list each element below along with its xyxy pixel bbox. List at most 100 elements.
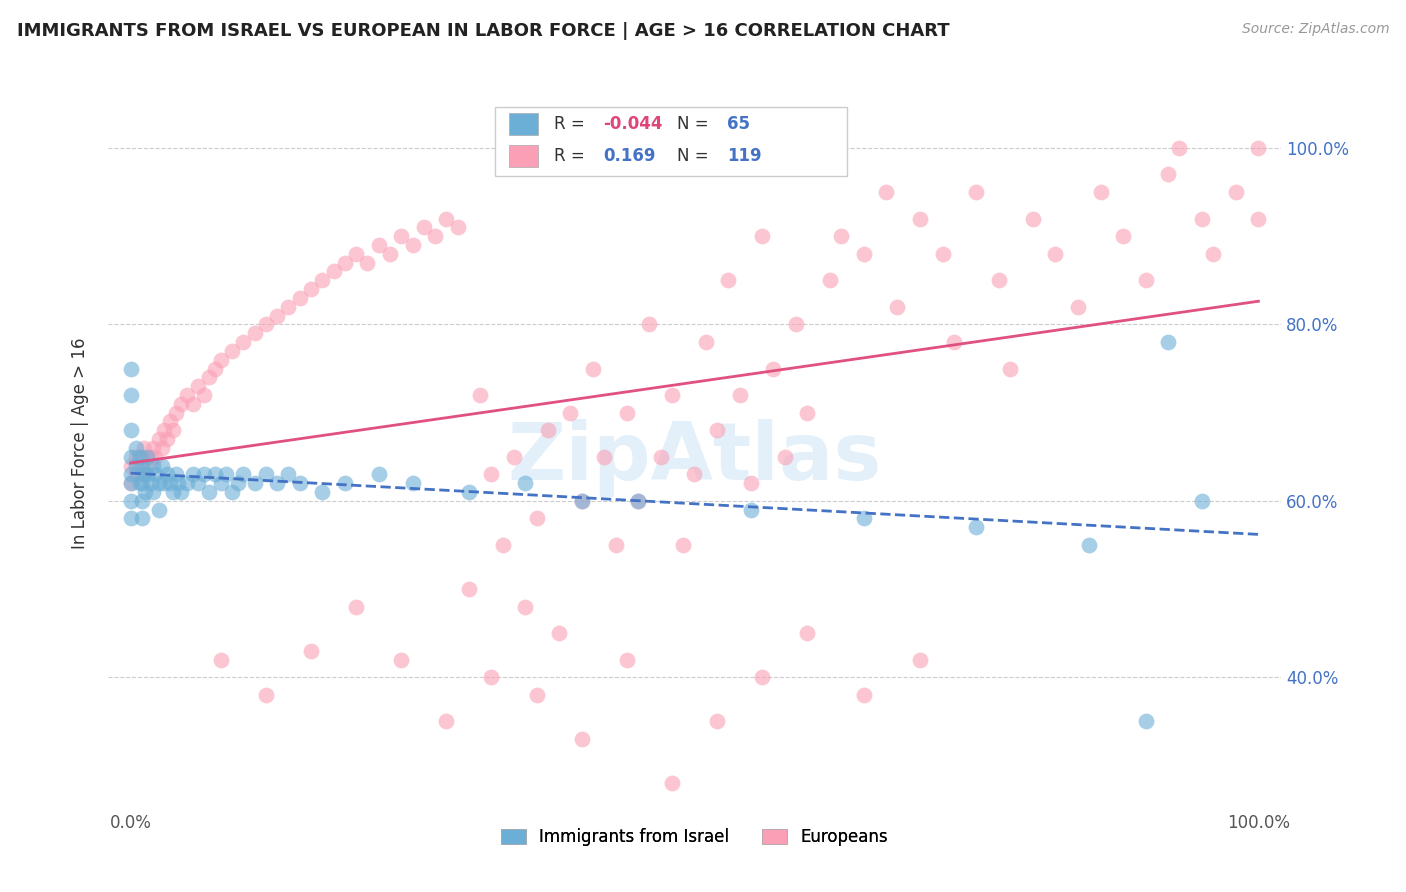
Point: [717, 273, 740, 287]
Point: [695, 334, 717, 349]
Point: [209, 476, 232, 491]
Point: [187, 379, 209, 393]
Point: [299, 282, 322, 296]
Point: [243, 476, 266, 491]
Point: [125, 458, 148, 473]
Point: [908, 652, 931, 666]
Point: [470, 388, 492, 402]
Point: [728, 388, 751, 402]
Point: [204, 467, 226, 482]
Point: [120, 511, 142, 525]
Point: [560, 406, 582, 420]
Point: [344, 599, 367, 614]
Point: [139, 476, 162, 491]
Point: [1202, 247, 1225, 261]
Point: [1247, 141, 1270, 155]
Point: [965, 185, 987, 199]
Point: [198, 485, 221, 500]
Point: [221, 485, 243, 500]
Point: [254, 688, 277, 702]
Point: [128, 476, 150, 491]
Point: [481, 670, 503, 684]
Point: [1135, 273, 1157, 287]
Point: [167, 476, 190, 491]
Point: [159, 414, 181, 428]
Point: [120, 476, 142, 491]
Point: [120, 388, 142, 402]
Y-axis label: In Labor Force | Age > 16: In Labor Force | Age > 16: [72, 338, 89, 549]
Point: [156, 432, 179, 446]
Point: [875, 185, 897, 199]
Point: [1157, 168, 1180, 182]
Point: [751, 670, 773, 684]
Point: [322, 264, 344, 278]
Point: [515, 599, 537, 614]
Text: R =: R =: [554, 115, 589, 133]
Point: [886, 300, 908, 314]
Point: [740, 476, 762, 491]
Point: [537, 423, 560, 437]
Point: [1157, 334, 1180, 349]
Point: [650, 450, 672, 464]
Point: [120, 361, 142, 376]
Point: [232, 467, 254, 482]
Point: [165, 406, 187, 420]
Point: [672, 538, 695, 552]
Point: [389, 652, 412, 666]
Point: [165, 467, 187, 482]
Point: [434, 211, 457, 226]
Point: [1247, 211, 1270, 226]
Point: [1168, 141, 1191, 155]
Point: [333, 255, 356, 269]
Point: [125, 450, 148, 464]
Text: Source: ZipAtlas.com: Source: ZipAtlas.com: [1241, 22, 1389, 37]
Point: [593, 450, 616, 464]
Point: [401, 238, 423, 252]
Point: [458, 582, 481, 596]
Point: [209, 352, 232, 367]
Point: [209, 652, 232, 666]
Text: 119: 119: [727, 147, 762, 165]
FancyBboxPatch shape: [509, 145, 538, 167]
Point: [423, 229, 446, 244]
Point: [1191, 493, 1213, 508]
Point: [120, 423, 142, 437]
Point: [344, 247, 367, 261]
Point: [931, 247, 953, 261]
Point: [627, 493, 650, 508]
Point: [150, 441, 173, 455]
Point: [1067, 300, 1090, 314]
Point: [852, 247, 875, 261]
Point: [143, 467, 166, 482]
Point: [616, 406, 638, 420]
Text: 65: 65: [727, 115, 751, 133]
Point: [773, 450, 796, 464]
Point: [389, 229, 412, 244]
Point: [706, 423, 728, 437]
Point: [193, 388, 215, 402]
Point: [131, 450, 153, 464]
Point: [1135, 714, 1157, 729]
Point: [170, 397, 193, 411]
Point: [1090, 185, 1112, 199]
Point: [526, 511, 548, 525]
Point: [333, 476, 356, 491]
Point: [481, 467, 503, 482]
Point: [605, 538, 627, 552]
Point: [136, 467, 159, 482]
Point: [139, 450, 162, 464]
Point: [378, 247, 401, 261]
Point: [965, 520, 987, 534]
Point: [254, 467, 277, 482]
Point: [176, 476, 198, 491]
Point: [170, 485, 193, 500]
Point: [162, 485, 184, 500]
Point: [277, 467, 299, 482]
Point: [131, 458, 153, 473]
Point: [740, 502, 762, 516]
Point: [515, 476, 537, 491]
Point: [796, 626, 818, 640]
Point: [128, 458, 150, 473]
Point: [162, 423, 184, 437]
Point: [148, 432, 170, 446]
